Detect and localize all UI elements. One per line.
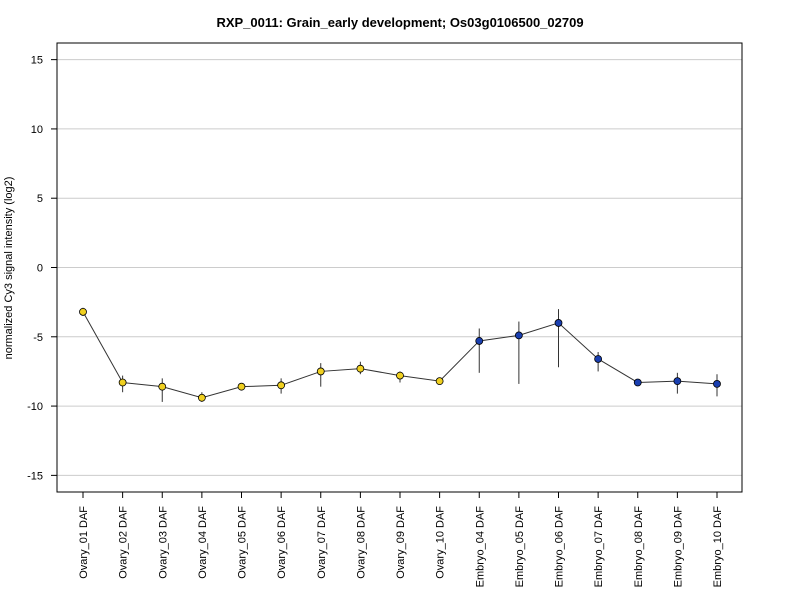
data-point [475, 337, 484, 345]
x-tick-label: Ovary_09 DAF [395, 506, 407, 579]
data-point [79, 307, 87, 316]
data-point [158, 382, 167, 391]
x-tick-label: Embryo_09 DAF [672, 506, 684, 588]
y-tick-label: -15 [27, 470, 43, 482]
data-point [316, 367, 325, 376]
data-point [356, 364, 365, 373]
y-tick-label: 15 [31, 55, 43, 67]
data-point [633, 378, 642, 387]
x-tick-label: Ovary_03 DAF [157, 506, 169, 579]
series-polyline [82, 311, 718, 399]
x-tick-label: Ovary_04 DAF [197, 506, 209, 579]
data-point [197, 393, 206, 402]
data-point [594, 355, 603, 363]
y-tick-label: -10 [27, 401, 43, 413]
data-point [277, 381, 286, 390]
x-tick-label: Embryo_07 DAF [593, 506, 605, 588]
chart-title: RXP_0011: Grain_early development; Os03g… [216, 15, 583, 30]
plot-frame [56, 42, 743, 493]
y-tick-label: 10 [31, 124, 43, 136]
x-tick-label: Ovary_08 DAF [355, 506, 367, 579]
y-axis-label: normalized Cy3 signal intensity (log2) [3, 177, 15, 360]
x-tick-label: Embryo_04 DAF [474, 506, 486, 588]
grid-lines [57, 59, 742, 476]
y-tick-label: 0 [37, 263, 43, 275]
data-point [435, 377, 444, 386]
data-point [713, 380, 721, 388]
y-tick-label: 5 [37, 193, 43, 205]
error-bars [82, 307, 718, 402]
data-point [396, 371, 404, 380]
x-tick-label: Embryo_06 DAF [554, 506, 566, 588]
x-tick-label: Embryo_10 DAF [712, 506, 724, 588]
x-tick-label: Embryo_05 DAF [514, 506, 526, 588]
data-point [118, 378, 127, 387]
x-tick-label: Ovary_01 DAF [78, 506, 90, 579]
y-axis-ticks: 15 10 5 0 -5 -10 -15 [27, 55, 57, 482]
y-tick-label: -5 [33, 332, 43, 344]
x-tick-label: Ovary_10 DAF [435, 506, 447, 579]
x-tick-label: Ovary_07 DAF [316, 506, 328, 579]
x-tick-label: Ovary_05 DAF [237, 506, 249, 579]
data-point [237, 382, 246, 391]
data-points [79, 307, 721, 402]
data-point [514, 331, 523, 340]
data-point [673, 377, 682, 386]
data-point [554, 319, 563, 327]
series-line [82, 311, 718, 399]
x-tick-label: Embryo_08 DAF [633, 506, 645, 588]
x-tick-label: Ovary_06 DAF [276, 506, 288, 579]
x-tick-label: Ovary_02 DAF [118, 506, 130, 579]
x-axis-ticks: Ovary_01 DAF Ovary_02 DAF Ovary_03 DAF Ovar… [78, 492, 724, 587]
